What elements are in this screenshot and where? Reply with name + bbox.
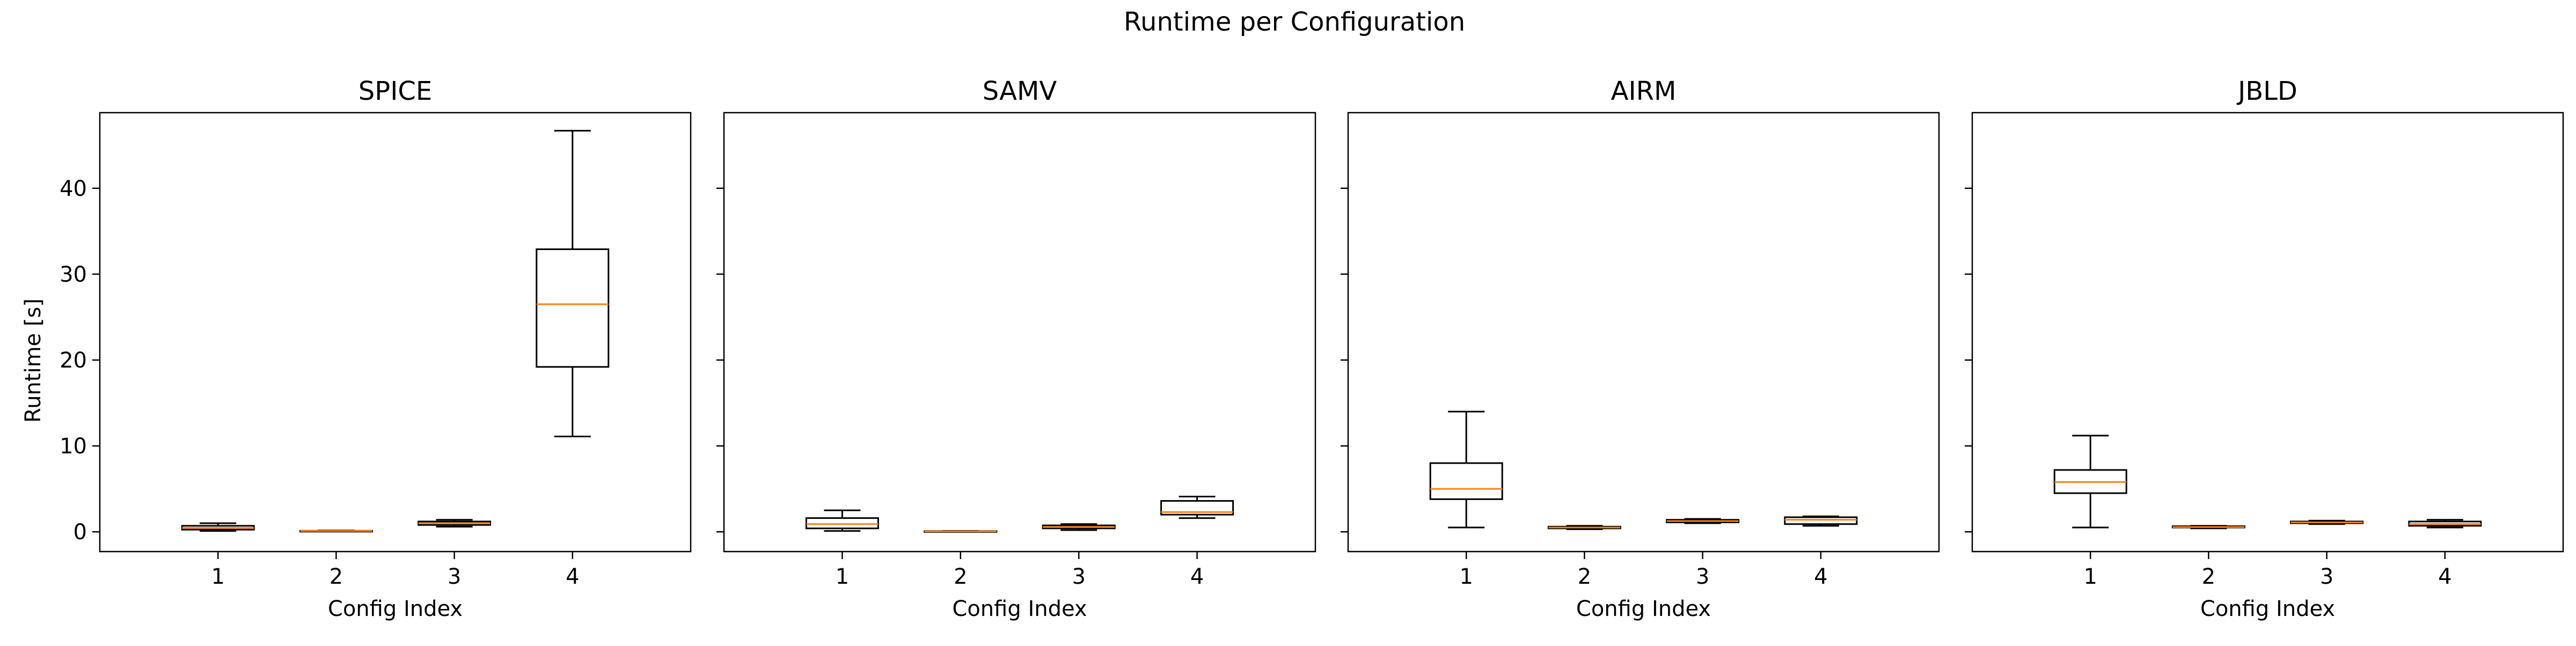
x-tick-label: 4	[1814, 564, 1827, 589]
iqr-box	[1784, 516, 1858, 525]
box-4	[536, 130, 610, 437]
x-axis-label: Config Index	[328, 597, 463, 621]
panel-title: SPICE	[358, 76, 432, 106]
x-tick-label: 1	[211, 564, 224, 589]
panel-title: SAMV	[983, 76, 1057, 106]
box-1	[181, 522, 255, 532]
box-3	[1042, 523, 1116, 531]
x-tick-label: 3	[448, 564, 461, 589]
x-tick-label: 3	[1696, 564, 1709, 589]
x-axis-label: Config Index	[952, 597, 1087, 621]
box-4	[1784, 515, 1858, 527]
x-axis-label: Config Index	[1576, 597, 1711, 621]
y-tick-label: 40	[60, 177, 87, 201]
x-tick-label: 2	[954, 564, 967, 589]
x-tick-label: 1	[2083, 564, 2097, 589]
x-tick-label: 2	[330, 564, 343, 589]
x-tick-label: 4	[566, 564, 579, 589]
box-4	[1160, 496, 1234, 519]
box-4	[2408, 519, 2482, 528]
box-2	[299, 530, 373, 533]
x-tick-label: 3	[2320, 564, 2333, 589]
box-1	[2053, 435, 2127, 528]
x-tick-label: 3	[1072, 564, 1085, 589]
box-2	[1547, 525, 1621, 530]
x-axis-label: Config Index	[2200, 597, 2335, 621]
box-2	[924, 530, 998, 533]
box-1	[1429, 410, 1503, 528]
panel-airm: AIRM Config Index 1 2 3 4	[1341, 76, 1940, 621]
box-3	[2290, 519, 2364, 525]
box-1	[805, 509, 879, 532]
panel-spice: SPICE Config Index 0 10 20 30 40 1 2 3 4	[60, 76, 692, 621]
x-tick-label: 1	[836, 564, 849, 589]
iqr-box	[1429, 462, 1503, 500]
x-tick-label: 4	[2438, 564, 2451, 589]
panel-title: JBLD	[2236, 76, 2297, 106]
panel-samv: SAMV Config Index 1 2 3 4	[716, 76, 1316, 621]
axes-frame	[1971, 112, 2564, 553]
axes-frame	[1347, 112, 1940, 553]
box-3	[1666, 518, 1740, 524]
iqr-box	[805, 517, 879, 530]
x-tick-label: 1	[1459, 564, 1473, 589]
figure-title: Runtime per Configuration	[1124, 7, 1465, 37]
y-tick-label: 20	[60, 348, 87, 373]
box-3	[418, 519, 492, 528]
y-tick-label: 10	[60, 434, 87, 459]
panel-jbld: JBLD Config Index 1 2 3 4	[1965, 76, 2564, 621]
iqr-box	[536, 248, 610, 368]
box-2	[2171, 525, 2245, 530]
y-tick-label: 30	[60, 262, 87, 287]
iqr-box	[1160, 500, 1234, 516]
x-tick-label: 2	[2202, 564, 2215, 589]
axes-frame	[723, 112, 1316, 553]
y-tick-label: 0	[74, 520, 87, 545]
x-tick-label: 2	[1578, 564, 1591, 589]
x-tick-label: 4	[1190, 564, 1204, 589]
y-axis-label: Runtime [s]	[21, 298, 46, 423]
axes-frame	[99, 112, 692, 553]
panel-title: AIRM	[1611, 76, 1677, 106]
